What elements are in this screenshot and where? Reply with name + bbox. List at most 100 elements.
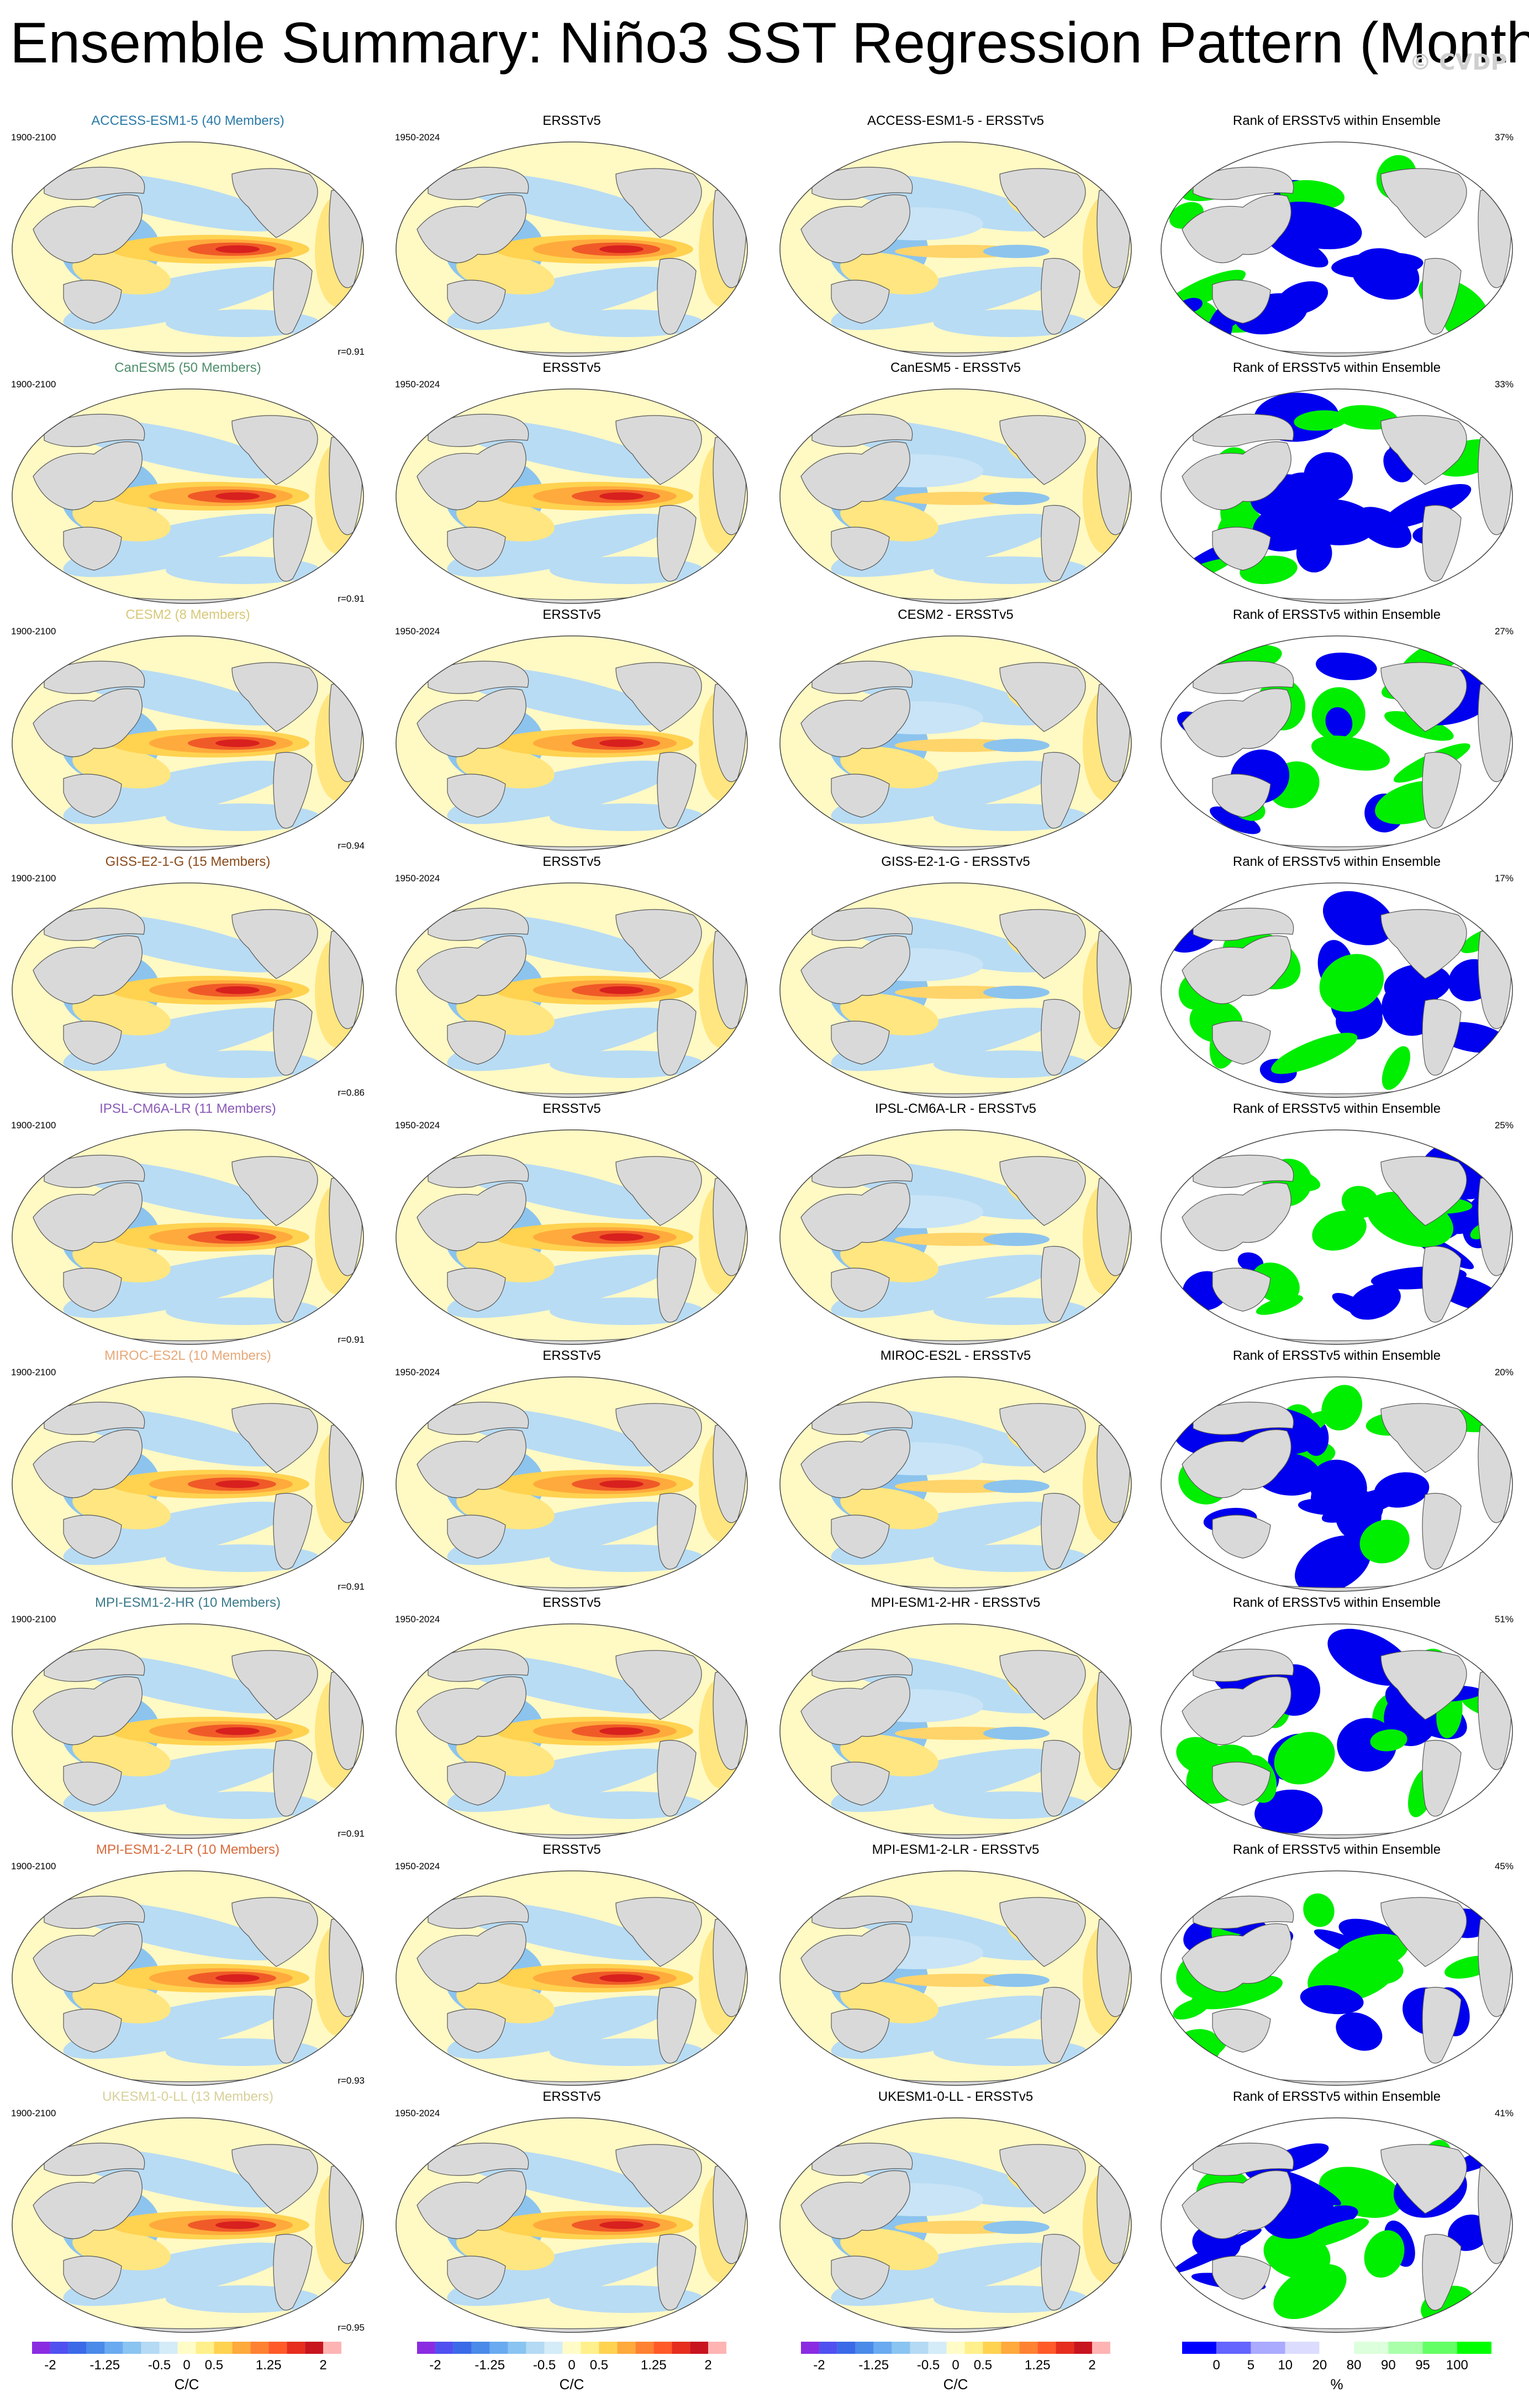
panel-title: Rank of ERSSTv5 within Ensemble xyxy=(1232,2089,1441,2104)
panel-title: GISS-E2-1-G (15 Members) xyxy=(105,854,271,869)
colorbar-tick-label: 95 xyxy=(1415,2358,1430,2373)
period-label: 1900-2100 xyxy=(11,2108,56,2118)
map-diff xyxy=(779,882,1132,1098)
colorbar-swatch xyxy=(287,2342,305,2354)
period-label: 1900-2100 xyxy=(11,379,56,390)
colorbar-tick-label: 1.25 xyxy=(641,2358,667,2373)
colorbar-swatch xyxy=(1457,2342,1491,2354)
panel-title: Rank of ERSSTv5 within Ensemble xyxy=(1232,113,1441,128)
map-diff xyxy=(779,1870,1132,2086)
map-rank xyxy=(1161,1376,1513,1592)
panel-model-row-5: IPSL-CM6A-LR (11 Members) 1900-2100 r=0.91 xyxy=(11,1101,365,1345)
colorbar-tick-label: 2 xyxy=(1088,2358,1095,2373)
panel-title: CESM2 (8 Members) xyxy=(125,607,250,622)
panel-diff-row-2: CanESM5 - ERSSTv5 xyxy=(779,360,1132,604)
colorbar-swatch xyxy=(250,2342,269,2354)
colorbar-tick-label: -1.25 xyxy=(858,2358,889,2373)
panel-diff-row-3: CESM2 - ERSSTv5 xyxy=(779,607,1132,851)
panel-model-row-6: MIROC-ES2L (10 Members) 1900-2100 r=0.91 xyxy=(11,1348,365,1592)
rank-percent-label: 37% xyxy=(1494,132,1514,143)
map-model xyxy=(12,635,364,851)
panel-title: CESM2 - ERSSTv5 xyxy=(898,607,1014,622)
map-diff xyxy=(779,2117,1132,2333)
panel-title: ERSSTv5 xyxy=(542,360,601,375)
panel-title: ERSSTv5 xyxy=(542,607,601,622)
map-obs xyxy=(396,1129,748,1345)
colorbar-swatch xyxy=(983,2342,1001,2354)
colorbar-tick-label: -1.25 xyxy=(89,2358,120,2373)
colorbar-swatch xyxy=(1092,2342,1110,2354)
map-rank xyxy=(1161,635,1513,851)
colorbar-swatch xyxy=(86,2342,105,2354)
panel-title: CanESM5 (50 Members) xyxy=(114,360,261,375)
colorbar-swatch xyxy=(323,2342,341,2354)
colorbar-swatch xyxy=(873,2342,892,2354)
colorbar-swatch xyxy=(268,2342,287,2354)
panel-rank-row-5: Rank of ERSSTv5 within Ensemble 25% xyxy=(1160,1101,1514,1345)
panel-title: ERSSTv5 xyxy=(542,1595,601,1610)
colorbar-swatch xyxy=(141,2342,160,2354)
panel-rank-row-4: Rank of ERSSTv5 within Ensemble 17% xyxy=(1160,854,1514,1098)
colorbar-swatch xyxy=(508,2342,526,2354)
colorbar-swatch xyxy=(1251,2342,1285,2354)
colorbar-tick-label: 0 xyxy=(952,2358,959,2373)
pattern-correlation: r=0.94 xyxy=(338,840,365,851)
period-label: 1900-2100 xyxy=(11,626,56,637)
map-model xyxy=(12,1376,364,1592)
panel-title: Rank of ERSSTv5 within Ensemble xyxy=(1232,1595,1441,1610)
colorbar-tick-label: 5 xyxy=(1247,2358,1254,2373)
map-model xyxy=(12,882,364,1098)
colorbar-swatch xyxy=(177,2342,196,2354)
map-model xyxy=(12,1129,364,1345)
period-label: 1950-2024 xyxy=(395,132,440,143)
colorbar-swatch xyxy=(1216,2342,1251,2354)
colorbar-tick-label: 1.25 xyxy=(1025,2358,1051,2373)
colorbar-swatch xyxy=(196,2342,214,2354)
colorbar-swatch xyxy=(214,2342,233,2354)
colorbar-swatch xyxy=(1422,2342,1457,2354)
page-title: Ensemble Summary: Niño3 SST Regression P… xyxy=(10,11,1529,75)
map-obs xyxy=(396,1623,748,1839)
panel-diff-row-1: ACCESS-ESM1-5 - ERSSTv5 xyxy=(779,113,1132,357)
pattern-correlation: r=0.91 xyxy=(338,1828,365,1839)
panel-rank-row-1: Rank of ERSSTv5 within Ensemble 37% xyxy=(1160,113,1514,357)
panel-title: IPSL-CM6A-LR - ERSSTv5 xyxy=(874,1101,1037,1116)
colorbar-model: -2 -1.25 -0.5 0 0.5 1.25 2 C/C xyxy=(27,2342,347,2397)
pattern-correlation: r=0.91 xyxy=(338,1581,365,1592)
watermark-logo: © CVDP xyxy=(1409,50,1507,75)
colorbar-swatch xyxy=(305,2342,324,2354)
period-label: 1900-2100 xyxy=(11,1367,56,1377)
colorbar-swatch xyxy=(653,2342,672,2354)
panel-title: Rank of ERSSTv5 within Ensemble xyxy=(1232,1101,1441,1116)
map-diff xyxy=(779,1376,1132,1592)
panel-rank-row-7: Rank of ERSSTv5 within Ensemble 51% xyxy=(1160,1595,1514,1839)
colorbar-tick-label: 0.5 xyxy=(974,2358,992,2373)
panel-title: CanESM5 - ERSSTv5 xyxy=(890,360,1021,375)
map-model xyxy=(12,141,364,357)
colorbar-swatch xyxy=(453,2342,472,2354)
period-label: 1900-2100 xyxy=(11,873,56,884)
colorbar-diff-scale: -2 -1.25 -0.5 0 0.5 1.25 2 xyxy=(801,2342,1110,2373)
panel-obs-row-8: ERSSTv5 1950-2024 xyxy=(395,1842,748,2086)
panel-title: Rank of ERSSTv5 within Ensemble xyxy=(1232,607,1441,622)
pattern-correlation: r=0.91 xyxy=(338,593,365,604)
colorbar-swatch xyxy=(159,2342,178,2354)
panel-title: Rank of ERSSTv5 within Ensemble xyxy=(1232,1842,1441,1857)
colorbar-swatch xyxy=(690,2342,709,2354)
colorbar-swatch xyxy=(581,2342,599,2354)
map-diff xyxy=(779,1129,1132,1345)
map-diff xyxy=(779,1623,1132,1839)
colorbar-swatch xyxy=(892,2342,910,2354)
panel-diff-row-5: IPSL-CM6A-LR - ERSSTv5 xyxy=(779,1101,1132,1345)
colorbar-tick-label: 2 xyxy=(704,2358,711,2373)
colorbar-tick-label: -2 xyxy=(429,2358,441,2373)
colorbar-swatch xyxy=(489,2342,508,2354)
panel-title: MPI-ESM1-2-HR (10 Members) xyxy=(94,1595,281,1610)
panel-obs-row-2: ERSSTv5 1950-2024 xyxy=(395,360,748,604)
rank-percent-label: 27% xyxy=(1494,626,1514,637)
panel-title: UKESM1-0-LL (13 Members) xyxy=(102,2089,273,2104)
colorbar-obs-unit: C/C xyxy=(559,2376,584,2393)
panel-diff-row-8: MPI-ESM1-2-LR - ERSSTv5 xyxy=(779,1842,1132,2086)
map-obs xyxy=(396,2117,748,2333)
colorbar-tick-label: -0.5 xyxy=(148,2358,171,2373)
